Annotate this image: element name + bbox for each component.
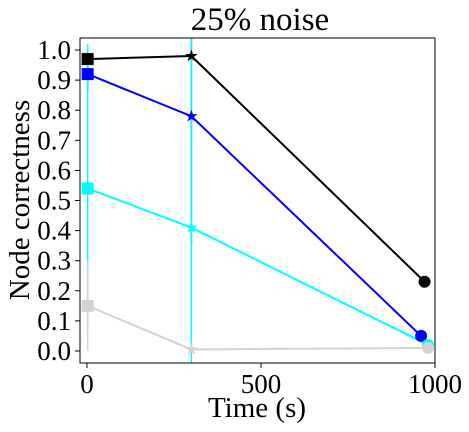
data-point-star: [185, 109, 198, 122]
y-tick-label: 0.5: [37, 186, 71, 216]
data-point-star: [185, 221, 198, 233]
y-tick-label: 0.8: [37, 95, 71, 125]
y-tick-label: 0.1: [37, 306, 71, 336]
data-point-circle: [418, 275, 431, 288]
y-tick-label: 0.7: [37, 125, 71, 155]
x-tick-label: 500: [241, 369, 282, 399]
y-axis-label: Node correctness: [4, 100, 36, 301]
data-point-circle: [422, 341, 435, 354]
data-point-square: [81, 299, 94, 312]
data-point-square: [81, 53, 94, 66]
y-tick-label: 0.2: [37, 276, 71, 306]
plot-area: [80, 38, 435, 363]
y-tick-label: 0.0: [37, 336, 71, 366]
y-tick-label: 0.9: [37, 65, 71, 95]
y-tick-label: 1.0: [37, 35, 71, 65]
y-axis: 0.00.10.20.30.40.50.60.70.80.91.0: [37, 35, 80, 366]
data-point-square: [81, 68, 94, 81]
data-point-star: [185, 342, 198, 355]
x-tick-label: 1000: [408, 369, 462, 399]
data-point-square: [81, 182, 94, 195]
x-tick-label: 0: [80, 369, 94, 399]
x-axis-label: Time (s): [208, 392, 306, 424]
series-markers: [81, 49, 435, 355]
x-axis: 0 500 1000: [80, 363, 462, 399]
data-point-circle: [415, 329, 428, 342]
y-tick-label: 0.6: [37, 155, 71, 185]
chart-title: 25% noise: [191, 2, 329, 38]
y-tick-label: 0.4: [37, 216, 71, 246]
data-point-star: [185, 49, 198, 62]
y-tick-label: 0.3: [37, 246, 71, 276]
